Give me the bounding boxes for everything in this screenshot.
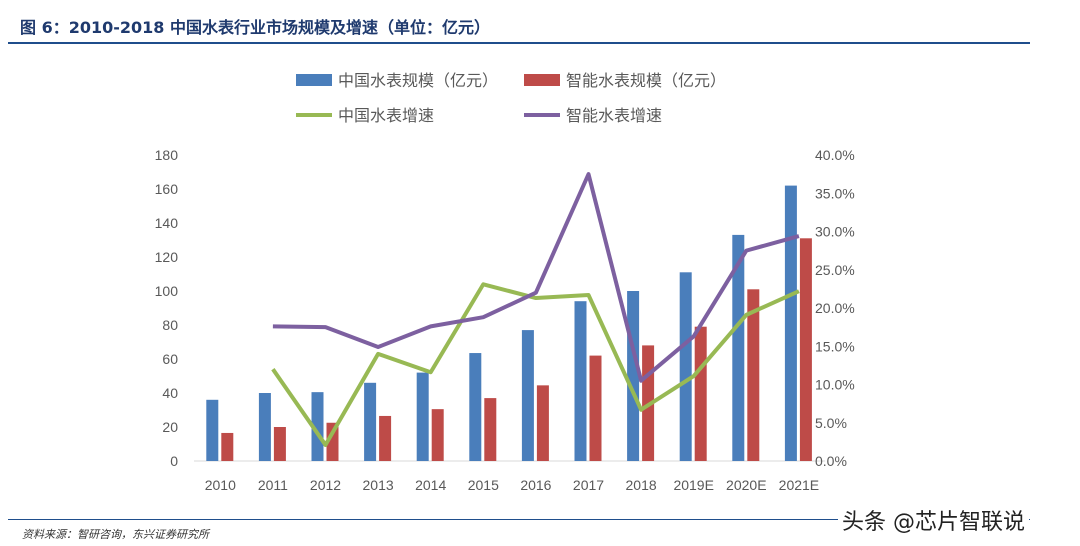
bar-china (732, 234, 745, 461)
bar-china (311, 392, 324, 461)
bar-smart (799, 238, 812, 461)
x-tick-label: 2021E (779, 477, 819, 493)
bar-china (627, 291, 640, 461)
bar-smart (379, 415, 392, 461)
x-tick-label: 2019E (673, 477, 713, 493)
bar-smart (484, 398, 497, 461)
bar-china (416, 372, 429, 461)
right-tick-label: 20.0% (815, 300, 855, 316)
x-tick-label: 2015 (468, 477, 499, 493)
watermark: 头条 @芯片智联说 (838, 504, 1029, 536)
bar-china (364, 382, 377, 461)
x-tick-label: 2012 (310, 477, 341, 493)
x-tick-label: 2010 (205, 477, 236, 493)
bar-smart (326, 422, 339, 461)
right-tick-label: 35.0% (815, 185, 855, 201)
left-tick-label: 180 (155, 147, 179, 163)
left-tick-label: 120 (155, 249, 179, 265)
footer-divider (8, 519, 1030, 520)
bar-china (206, 399, 219, 461)
bar-smart (273, 427, 286, 461)
right-tick-label: 25.0% (815, 262, 855, 278)
x-tick-label: 2011 (258, 477, 288, 493)
bar-smart (694, 326, 707, 461)
left-tick-label: 160 (155, 181, 179, 197)
bar-china (521, 330, 534, 461)
left-tick-label: 60 (162, 351, 178, 367)
right-tick-label: 15.0% (815, 338, 855, 354)
left-tick-label: 80 (162, 317, 178, 333)
left-tick-label: 20 (162, 419, 178, 435)
right-tick-label: 0.0% (815, 453, 847, 469)
legend-label: 中国水表增速 (338, 106, 434, 125)
x-tick-label: 2014 (415, 477, 446, 493)
legend-swatch (296, 74, 332, 86)
bar-smart (431, 409, 444, 461)
legend-label: 智能水表规模（亿元） (566, 71, 726, 90)
bar-china (574, 301, 587, 461)
right-tick-label: 40.0% (815, 147, 855, 163)
title-divider (8, 42, 1030, 44)
x-tick-label: 2013 (363, 477, 394, 493)
legend-label: 智能水表增速 (566, 106, 662, 125)
legend-swatch (524, 74, 560, 86)
line-smart-growth (272, 172, 800, 383)
right-tick-label: 5.0% (815, 415, 847, 431)
x-tick-label: 2018 (626, 477, 657, 493)
source-note: 资料来源：智研咨询，东兴证券研究所 (22, 528, 209, 541)
bar-smart (589, 355, 602, 461)
left-tick-label: 0 (170, 453, 178, 469)
legend-label: 中国水表规模（亿元） (338, 71, 498, 90)
left-tick-label: 40 (162, 385, 178, 401)
right-tick-label: 30.0% (815, 224, 855, 240)
left-tick-label: 140 (155, 215, 179, 231)
bar-smart (221, 432, 234, 461)
right-tick-label: 10.0% (815, 377, 855, 393)
bar-smart (536, 385, 549, 461)
bar-china (679, 272, 692, 461)
left-tick-label: 100 (155, 283, 179, 299)
bar-smart (747, 289, 760, 461)
bar-china (784, 185, 797, 461)
x-tick-label: 2016 (520, 477, 551, 493)
line-china-growth (271, 282, 800, 447)
x-tick-label: 2017 (573, 477, 604, 493)
x-tick-label: 2020E (726, 477, 766, 493)
bar-china (469, 353, 482, 461)
bar-china (258, 393, 271, 461)
figure-title: 图 6：2010-2018 中国水表行业市场规模及增速（单位：亿元） (20, 18, 490, 37)
